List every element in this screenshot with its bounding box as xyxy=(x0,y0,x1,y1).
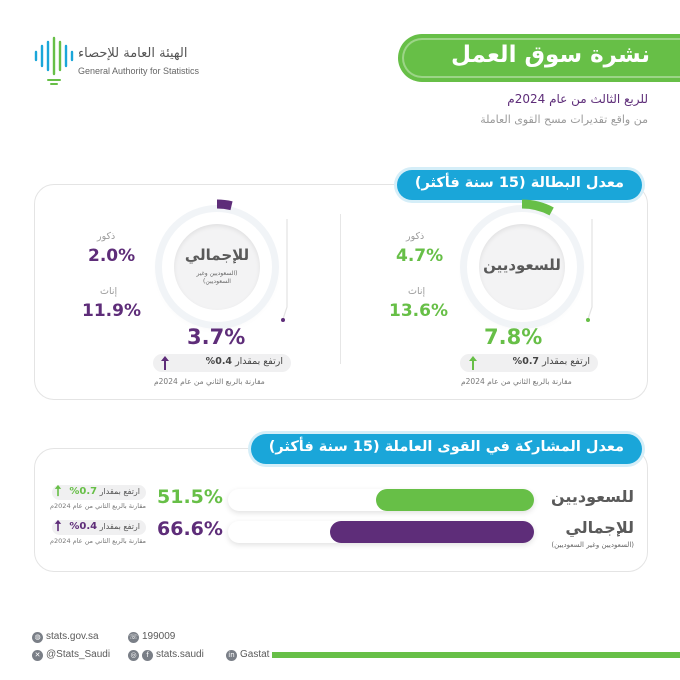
overall-unemployment-gauge xyxy=(216,199,288,322)
saudis-male-label: ذكور xyxy=(406,231,425,242)
participation-saudis-change-text: ارتفع بمقدار xyxy=(99,487,140,496)
x-twitter-icon: ✕ xyxy=(32,650,43,661)
saudis-male-value: 4.7% xyxy=(396,246,444,266)
source-subtitle: من واقع تقديرات مسح القوى العاملة xyxy=(480,113,648,126)
unemployment-section-title: معدل البطالة (15 سنة فأكثر) xyxy=(396,170,642,200)
participation-saudis-compare-note: مقارنة بالربع الثاني من عام 2024م xyxy=(50,502,146,510)
saudis-change-badge: ارتفع بمقدار 0.7% xyxy=(460,354,598,372)
overall-change-value: 0.4% xyxy=(205,356,233,367)
participation-overall-bar-track xyxy=(228,521,534,543)
participation-saudis-bar-track xyxy=(228,489,534,511)
footer-twitter-link[interactable]: @Stats_Saudi xyxy=(46,649,111,660)
overall-unemployment-total: 3.7% xyxy=(187,325,246,349)
phone-icon: ☏ xyxy=(128,632,139,643)
participation-overall-change-badge: ارتفع بمقدار 0.4% xyxy=(52,520,146,535)
saudis-unemployment-total: 7.8% xyxy=(484,325,543,349)
saudis-gauge-arc xyxy=(521,199,554,216)
overall-female-value: 11.9% xyxy=(82,301,141,321)
saudis-compare-note: مقارنة بالربع الثاني من عام 2024م xyxy=(461,377,572,386)
bulletin-title: نشرة سوق العمل xyxy=(451,42,650,68)
footer-website-link[interactable]: stats.gov.sa xyxy=(46,631,99,642)
footer-linkedin-link[interactable]: Gastat xyxy=(240,649,270,660)
participation-saudis-up-arrow-icon xyxy=(54,484,62,497)
overall-gauge-dot xyxy=(281,318,285,322)
gastat-logo: الهيئة العامة للإحصاء General Authority … xyxy=(34,36,204,92)
participation-overall-up-arrow-icon xyxy=(54,519,62,532)
participation-overall-label: للإجمالي xyxy=(565,518,634,537)
linkedin-icon: in xyxy=(226,650,237,661)
overall-ring-center: للإجمالي (السعوديين وغير السعوديين) xyxy=(174,224,260,310)
saudis-gauge-dot xyxy=(586,318,590,322)
overall-ring-label: للإجمالي xyxy=(184,246,250,264)
overall-ring: للإجمالي (السعوديين وغير السعوديين) xyxy=(162,212,272,322)
saudis-up-arrow-icon xyxy=(469,356,477,370)
facebook-icon: f xyxy=(142,650,153,661)
participation-overall-change-text: ارتفع بمقدار xyxy=(99,522,140,531)
overall-up-arrow-icon xyxy=(161,356,169,370)
footer-phone[interactable]: 199009 xyxy=(142,631,176,642)
participation-saudis-label: للسعوديين xyxy=(550,487,634,506)
participation-overall-value: 66.6% xyxy=(157,518,223,540)
saudis-change-value: 0.7% xyxy=(512,356,540,367)
saudis-female-label: إناث xyxy=(408,286,426,297)
participation-overall-sublabel: (السعوديين وغير السعوديين) xyxy=(551,541,634,549)
saudis-ring-label: للسعوديين xyxy=(483,256,561,274)
participation-overall-compare-note: مقارنة بالربع الثاني من عام 2024م xyxy=(50,537,146,545)
saudis-female-value: 13.6% xyxy=(389,301,448,321)
instagram-icon: ◎ xyxy=(128,650,139,661)
participation-section-title: معدل المشاركة في القوى العاملة (15 سنة ف… xyxy=(250,434,642,464)
overall-male-value: 2.0% xyxy=(88,246,136,266)
overall-ring-sublabel: (السعوديين وغير السعوديين) xyxy=(196,270,238,285)
overall-female-label: إناث xyxy=(100,286,118,297)
footer-accent-bar xyxy=(272,652,680,658)
logo-english-name: General Authority for Statistics xyxy=(78,66,200,76)
overall-compare-note: مقارنة بالربع الثاني من عام 2024م xyxy=(154,377,265,386)
participation-saudis-bar xyxy=(376,489,534,511)
logo-arabic-name: الهيئة العامة للإحصاء xyxy=(78,46,188,61)
saudis-change-text: ارتفع بمقدار xyxy=(542,356,590,367)
overall-gauge-guide xyxy=(282,219,288,320)
participation-saudis-change-badge: ارتفع بمقدار 0.7% xyxy=(52,485,146,500)
saudis-ring: للسعوديين xyxy=(467,212,577,322)
participation-overall-bar xyxy=(330,521,534,543)
overall-change-badge: ارتفع بمقدار 0.4% xyxy=(153,354,291,372)
period-subtitle: للربع الثالث من عام 2024م xyxy=(507,92,648,106)
bulletin-title-banner: نشرة سوق العمل xyxy=(398,34,680,82)
saudis-unemployment-gauge xyxy=(521,199,593,322)
gastat-logo-icon xyxy=(34,36,74,85)
participation-overall-change-value: 0.4% xyxy=(69,521,98,532)
overall-change-text: ارتفع بمقدار xyxy=(235,356,283,367)
footer-social-link[interactable]: stats.saudi xyxy=(156,649,204,660)
globe-icon: ◍ xyxy=(32,632,43,643)
overall-male-label: ذكور xyxy=(97,231,116,242)
saudis-ring-center: للسعوديين xyxy=(479,224,565,310)
participation-saudis-value: 51.5% xyxy=(157,486,223,508)
overall-gauge-arc xyxy=(216,199,233,211)
card-divider xyxy=(340,214,341,364)
saudis-gauge-guide xyxy=(587,219,593,320)
participation-saudis-change-value: 0.7% xyxy=(69,486,98,497)
